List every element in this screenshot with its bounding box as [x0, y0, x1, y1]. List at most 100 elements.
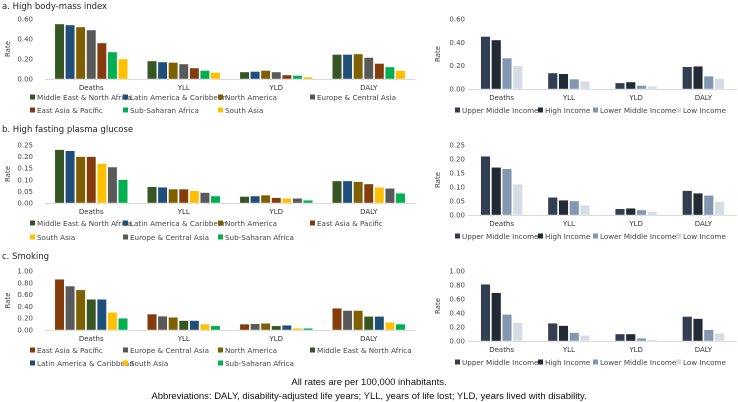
bar-daly-latin-america-caribbean: [374, 316, 385, 331]
legend-swatch: [30, 220, 35, 226]
y-tick-label: 0.25: [17, 142, 33, 150]
bar-yld-lower-middle-income: [636, 209, 647, 216]
legend-item: Latin America & Caribbean: [123, 219, 227, 228]
bar-yll-middle-east-north-africa: [147, 60, 157, 80]
legend-swatch: [218, 234, 223, 240]
bar-daly-latin-america-caribbean: [342, 54, 353, 80]
legend-item: Low Income: [676, 232, 726, 241]
legend-label: South Asia: [225, 106, 263, 115]
bar-yll-low-income: [580, 204, 590, 216]
y-tick-label: 0.10: [17, 176, 33, 184]
legend-label: South Asia: [37, 233, 75, 242]
bar-deaths-north-america: [75, 156, 86, 204]
bar-yld-south-asia: [281, 198, 292, 204]
legend-item: Lower Middle Income: [593, 106, 677, 115]
legend-item: High Income: [538, 106, 591, 115]
bar-yll-lower-middle-income: [569, 332, 580, 342]
bar-daly-east-asia-pacific: [363, 183, 374, 204]
y-tick-label: 0.40: [449, 39, 465, 47]
bar-yll-high-income: [558, 199, 569, 216]
bar-deaths-upper-middle-income: [480, 36, 491, 90]
bar-yll-sub-saharan-africa: [210, 195, 221, 204]
bar-yll-latin-america-caribbean: [189, 320, 200, 331]
y-axis-label: Rate: [434, 298, 442, 314]
category-label: YLD: [268, 84, 283, 92]
bar-deaths-sub-saharan-africa: [118, 179, 128, 204]
chart-a-income: 0.00 0.20 0.40 0.60 Rate Deaths YLL YLD DALY Uppe…: [434, 16, 737, 115]
bar-yll-upper-middle-income: [547, 72, 558, 90]
y-tick-label: 0.00: [17, 76, 33, 84]
legend-swatch: [218, 360, 223, 366]
legend-swatch: [676, 359, 681, 365]
bar-deaths-south-asia: [107, 312, 118, 331]
bar-deaths-lower-middle-income: [502, 168, 512, 216]
bar-yld-middle-east-north-africa: [239, 196, 250, 204]
legend-label: South Asia: [130, 359, 168, 368]
legend-item: Middle East & North Africa: [30, 93, 132, 102]
bar-deaths-high-income: [491, 292, 502, 342]
bar-deaths-latin-america-caribbean: [65, 150, 75, 204]
bar-yld-lower-middle-income: [636, 338, 647, 342]
footer-note: All rates are per 100,000 inhabitants.: [291, 377, 446, 388]
bar-deaths-lower-middle-income: [502, 314, 512, 342]
bar-deaths-europe-central-asia: [65, 285, 75, 331]
chart-a-region: 0.00 0.20 0.40 0.60 Rate Deaths YLL YLD DALY Midd…: [4, 16, 415, 115]
category-label: Deaths: [79, 84, 104, 92]
y-tick-label: 0.00: [449, 212, 465, 220]
legend-swatch: [218, 347, 223, 353]
bar-deaths-middle-east-north-africa: [86, 299, 97, 331]
legend-swatch: [310, 220, 315, 226]
bar-yll-latin-america-caribbean: [157, 61, 168, 80]
bar-yll-east-asia-pacific: [147, 313, 157, 331]
category-label: YLD: [268, 335, 283, 343]
panel-title-a: a. High body-mass index: [2, 2, 107, 12]
legend-label: North America: [225, 346, 277, 355]
legend-item: Lower Middle Income: [593, 232, 677, 241]
y-tick-label: 0.00: [449, 338, 465, 346]
bar-yld-low-income: [647, 86, 658, 90]
bar-yll-lower-middle-income: [569, 200, 580, 216]
bar-yll-europe-central-asia: [157, 315, 168, 331]
legend-item: Europe & Central Asia: [310, 93, 396, 102]
bar-deaths-north-america: [75, 289, 86, 331]
bar-yld-south-asia: [292, 328, 303, 331]
legend-label: Low Income: [683, 232, 726, 241]
y-tick-label: 0.80: [17, 279, 33, 287]
bar-yld-low-income: [647, 339, 658, 342]
y-axis-label: Rate: [434, 172, 442, 188]
category-label: YLL: [177, 208, 190, 216]
y-tick-label: 0.60: [17, 291, 33, 299]
panel-title-c: c. Smoking: [2, 252, 49, 262]
bar-deaths-low-income: [512, 322, 523, 342]
bar-daly-low-income: [714, 333, 725, 342]
y-tick-label: 0.15: [449, 170, 465, 178]
legend-label: High Income: [545, 106, 591, 115]
bar-deaths-upper-middle-income: [480, 284, 491, 342]
bar-daly-east-asia-pacific: [332, 307, 342, 331]
bar-daly-sub-saharan-africa: [395, 323, 406, 331]
legend-label: Middle East & North Africa: [37, 219, 132, 228]
bar-deaths-middle-east-north-africa: [54, 23, 65, 80]
bar-yll-lower-middle-income: [569, 78, 580, 90]
bar-yll-north-america: [168, 62, 179, 80]
bar-yll-east-asia-pacific: [178, 188, 189, 204]
bar-yld-sub-saharan-africa: [303, 200, 313, 204]
legend-label: East Asia & Pacific: [317, 219, 383, 228]
bar-daly-high-income: [693, 318, 703, 342]
bar-daly-north-america: [353, 181, 364, 204]
bar-deaths-low-income: [512, 65, 523, 90]
category-label: Deaths: [489, 346, 514, 354]
bar-yld-high-income: [625, 208, 636, 216]
legend-label: East Asia & Pacific: [37, 346, 103, 355]
legend-label: Lower Middle Income: [600, 232, 677, 241]
legend-swatch: [593, 359, 598, 365]
bar-yll-south-asia: [189, 190, 200, 204]
legend-label: Lower Middle Income: [600, 358, 677, 367]
bar-daly-low-income: [714, 78, 725, 90]
legend-label: Middle East & North Africa: [37, 93, 132, 102]
legend-label: East Asia & Pacific: [37, 106, 103, 115]
legend-item: Europe & Central Asia: [123, 233, 209, 242]
category-label: YLL: [562, 94, 575, 102]
category-label: DALY: [695, 94, 713, 102]
bar-yll-high-income: [558, 325, 569, 342]
